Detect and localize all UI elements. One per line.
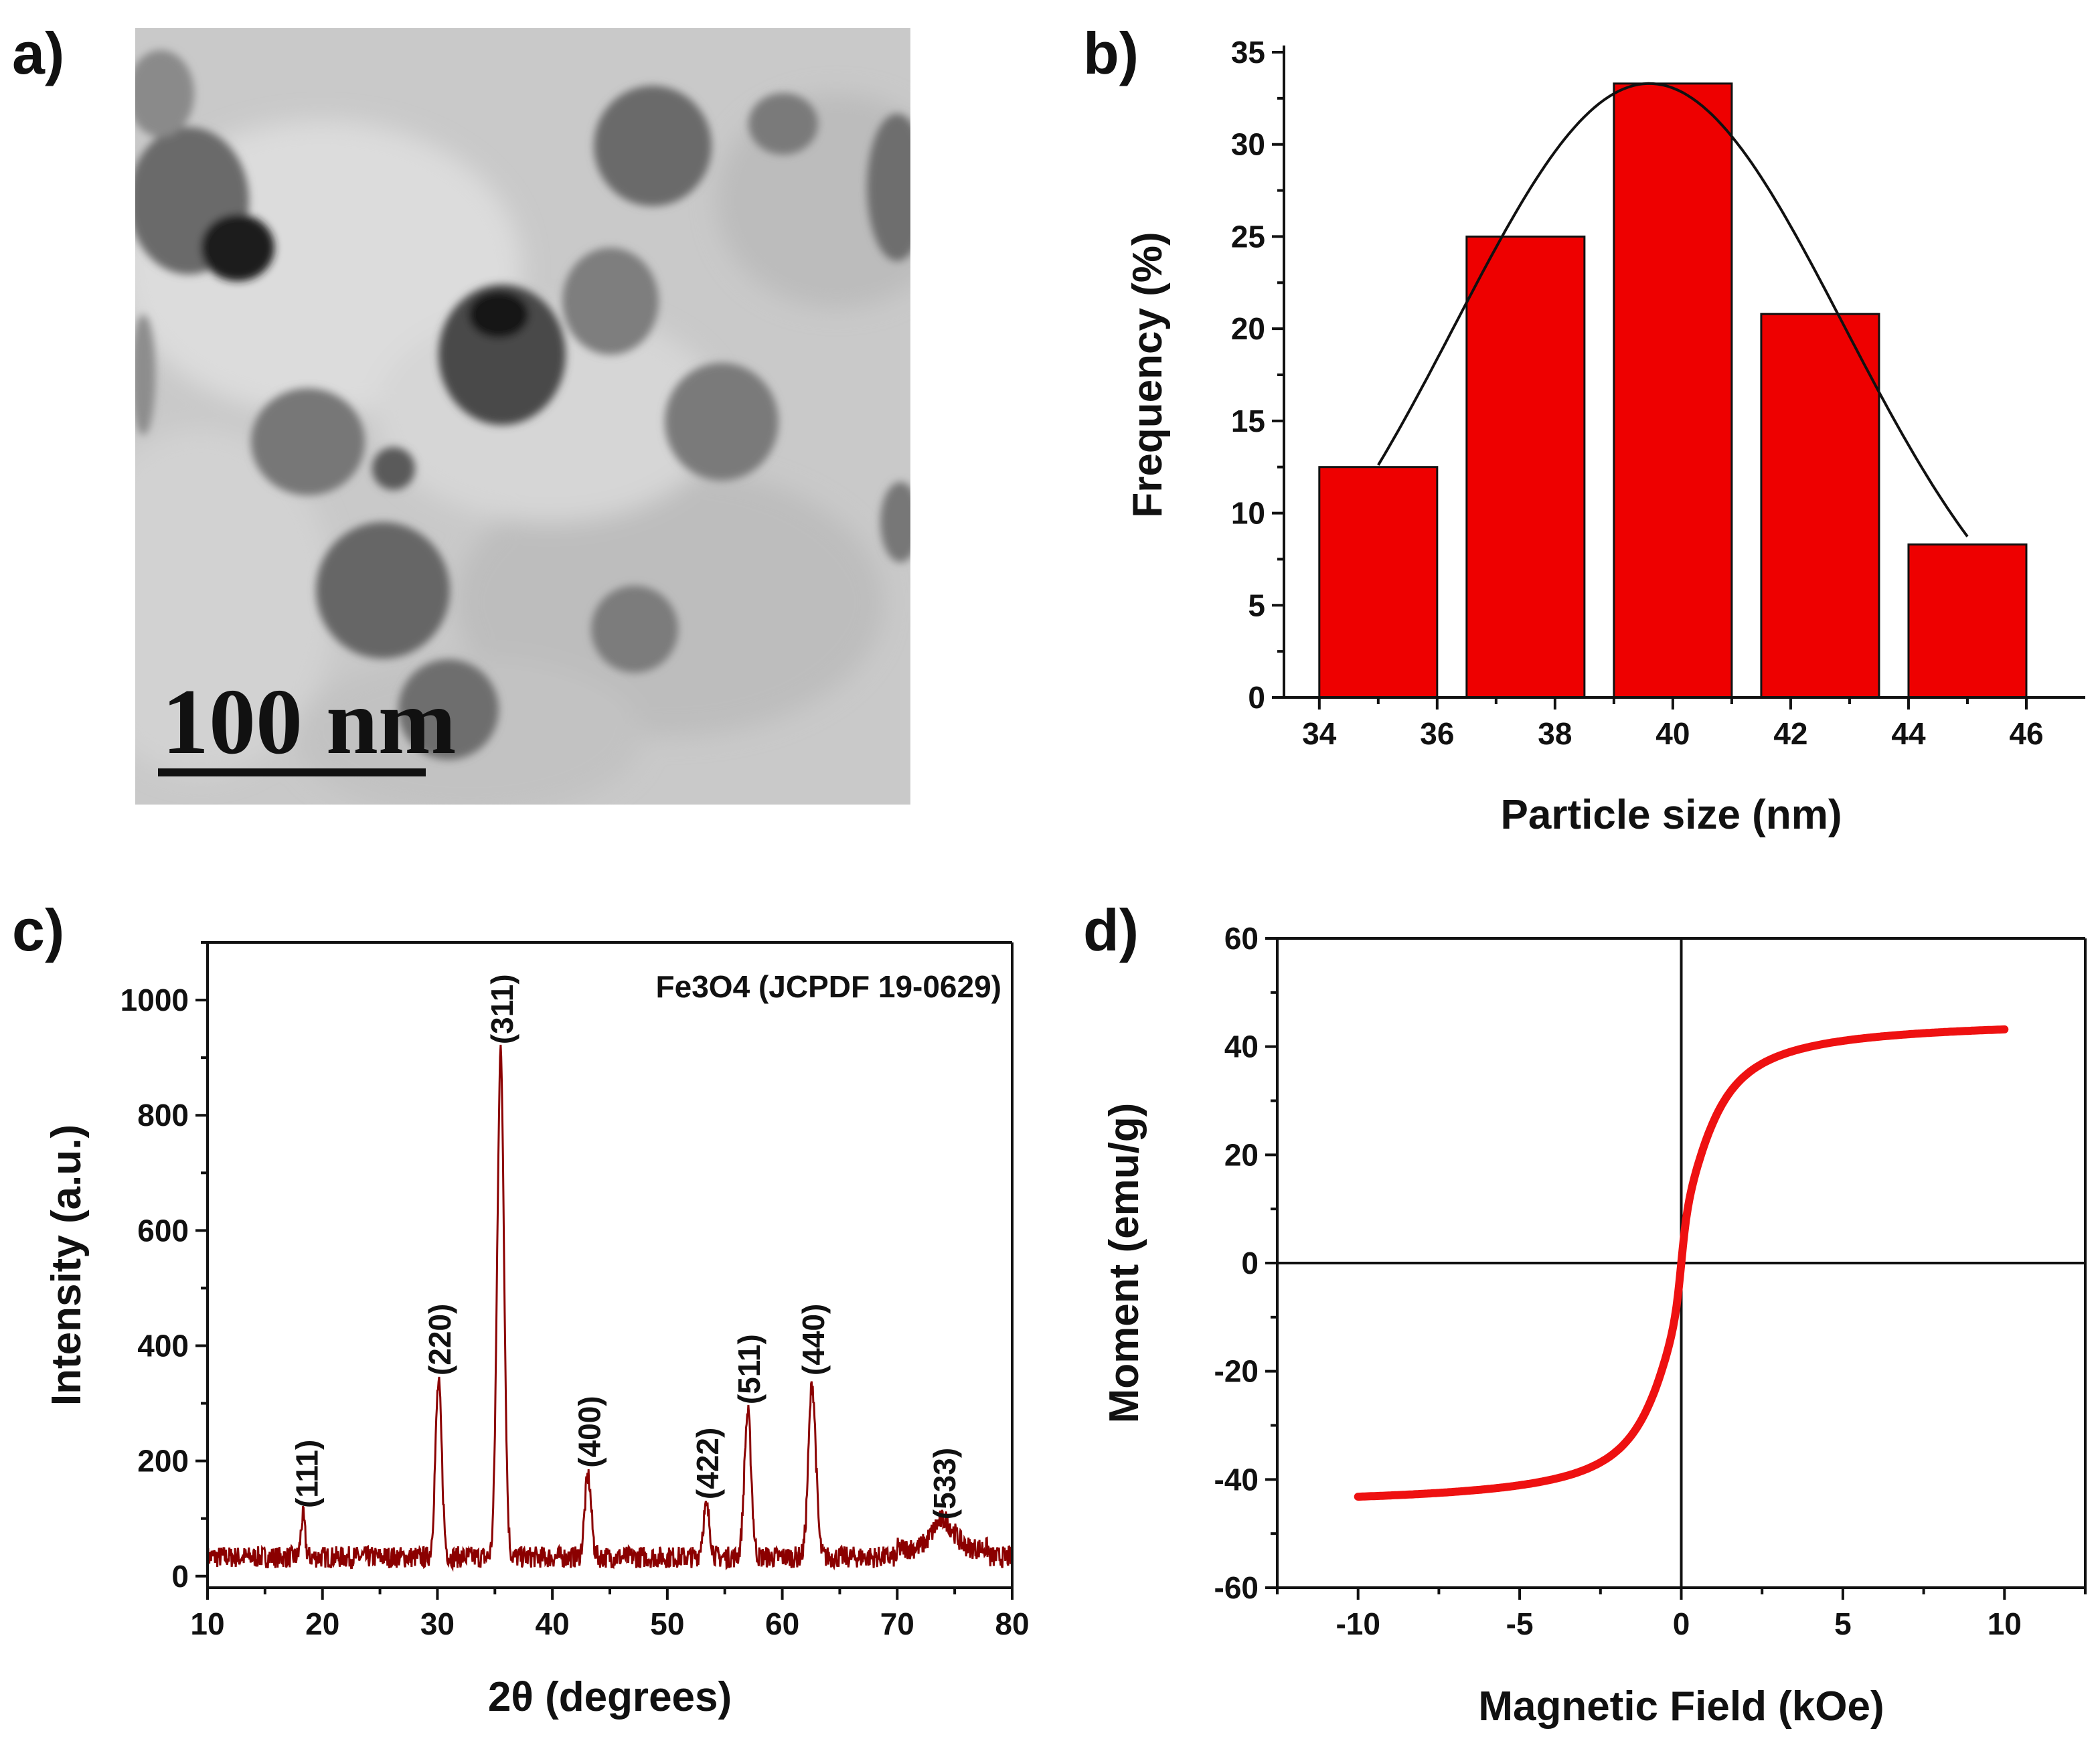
y-tick-label: -20 <box>1214 1354 1259 1389</box>
x-tick-label: 5 <box>1834 1606 1852 1641</box>
x-tick-label: 60 <box>765 1606 799 1641</box>
magnetization-curve-chart: -60 -40 -20 0 20 40 60 -10 -5 0 5 10 Magnetic Field … <box>1101 921 2087 1730</box>
xrd-pattern-line <box>206 1044 1014 1572</box>
x-tick-label: 20 <box>305 1606 339 1641</box>
histogram-bar <box>1613 82 1733 699</box>
y-tick-label: 1000 <box>120 983 189 1017</box>
gaussian-fit-line <box>1377 82 1969 537</box>
y-tick-label: 15 <box>1231 404 1265 438</box>
x-tick-label: -10 <box>1336 1606 1380 1641</box>
x-tick-label: 80 <box>995 1606 1029 1641</box>
x-tick-label: 10 <box>1988 1606 2022 1641</box>
chart-title: Fe3O4 (JCPDF 19-0629) <box>656 969 1001 1004</box>
panel-label-d: d) <box>1083 897 1139 963</box>
y-axis-label: Intensity (a.u.) <box>44 1125 90 1406</box>
y-axis-label: Moment (emu/g) <box>1101 1103 1147 1424</box>
x-tick-label: 70 <box>880 1606 914 1641</box>
histogram-bar <box>1760 313 1880 699</box>
xrd-pattern-chart: 0 200 400 600 800 1000 10 20 30 40 50 60 70 80 (111) (2… <box>44 941 1030 1720</box>
peak-label: (111) <box>290 1440 325 1508</box>
peak-label: (511) <box>732 1334 766 1404</box>
x-tick-label: -5 <box>1506 1606 1534 1641</box>
histogram-bar <box>1318 466 1439 699</box>
y-tick-label: 0 <box>1248 680 1265 715</box>
tem-image: 100 nm <box>135 28 910 805</box>
x-tick-label: 40 <box>1655 716 1690 751</box>
x-axis-label: 2θ (degrees) <box>488 1674 732 1720</box>
y-axis-label: Frequency (%) <box>1125 232 1171 517</box>
peak-label: (422) <box>690 1428 725 1499</box>
y-tick-label: 5 <box>1248 588 1265 622</box>
peak-label: (400) <box>572 1396 607 1467</box>
y-tick-label: 10 <box>1231 496 1265 531</box>
y-tick-label: -60 <box>1214 1570 1259 1605</box>
x-tick-label: 44 <box>1891 716 1926 751</box>
magnetization-curve <box>1354 1025 2009 1501</box>
x-tick-label: 36 <box>1420 716 1454 751</box>
y-tick-label: -40 <box>1214 1462 1259 1497</box>
peak-label: (220) <box>422 1304 457 1376</box>
x-tick-label: 40 <box>536 1606 570 1641</box>
panel-label-c: c) <box>12 897 64 963</box>
y-tick-label: 25 <box>1231 219 1265 254</box>
x-axis-label: Magnetic Field (kOe) <box>1478 1683 1884 1730</box>
x-tick-label: 42 <box>1773 716 1807 751</box>
y-tick-label: 800 <box>137 1098 189 1133</box>
x-tick-label: 10 <box>190 1606 224 1641</box>
y-tick-label: 600 <box>137 1213 189 1248</box>
panel-label-a: a) <box>12 20 64 86</box>
y-tick-label: 60 <box>1224 921 1259 956</box>
scale-bar-text: 100 nm <box>162 670 456 774</box>
y-tick-label: 400 <box>137 1329 189 1363</box>
histogram-bar <box>1907 543 2028 699</box>
x-tick-label: 30 <box>420 1606 455 1641</box>
y-tick-label: 40 <box>1224 1029 1259 1064</box>
y-tick-label: 0 <box>171 1559 189 1594</box>
y-tick-label: 35 <box>1231 35 1265 70</box>
y-tick-label: 0 <box>1241 1246 1259 1280</box>
peak-label: (440) <box>796 1304 831 1376</box>
x-tick-label: 50 <box>650 1606 684 1641</box>
x-tick-label: 46 <box>2009 716 2043 751</box>
x-tick-label: 38 <box>1538 716 1572 751</box>
scale-bar <box>158 768 426 776</box>
peak-label: (311) <box>485 974 519 1044</box>
y-tick-label: 200 <box>137 1444 189 1479</box>
x-tick-label: 0 <box>1673 1606 1690 1641</box>
y-tick-label: 20 <box>1231 311 1265 346</box>
x-axis-label: Particle size (nm) <box>1501 792 1842 838</box>
panel-label-b: b) <box>1083 20 1139 86</box>
histogram-particle-size: 0 5 10 15 20 25 30 35 34 36 38 40 42 44 46 Particle siz… <box>1125 35 2085 838</box>
y-tick-label: 20 <box>1224 1137 1259 1172</box>
x-tick-label: 34 <box>1302 716 1337 751</box>
peak-label: (533) <box>927 1448 962 1519</box>
histogram-bar <box>1465 235 1586 699</box>
y-tick-label: 30 <box>1231 127 1265 162</box>
